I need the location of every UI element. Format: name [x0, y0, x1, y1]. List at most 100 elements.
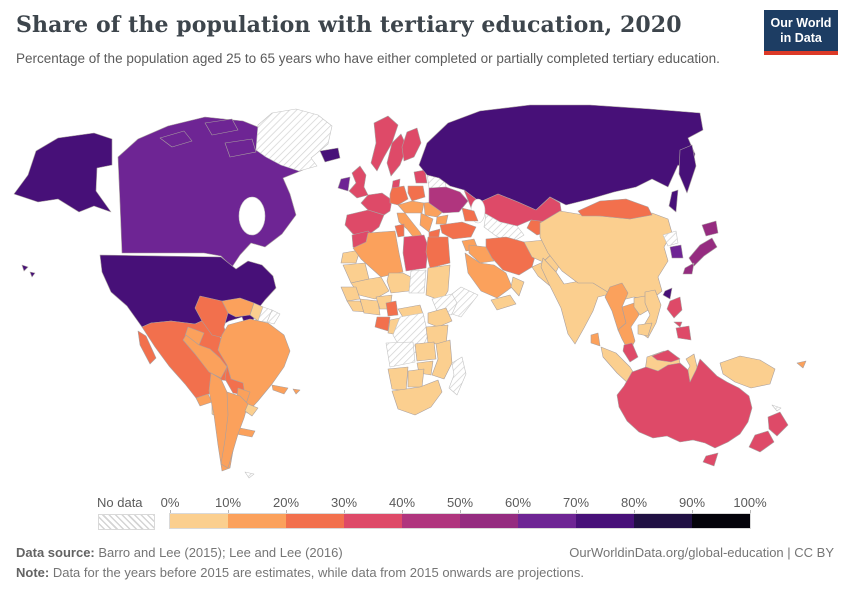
country-malaysia-borneo[interactable]: [651, 349, 681, 363]
country-russia-sakhalin[interactable]: [668, 189, 679, 213]
legend-swatch-80-90[interactable]: [634, 514, 692, 528]
data-source-text: Barro and Lee (2015); Lee and Lee (2016): [94, 545, 343, 560]
owid-logo-line1: Our World: [770, 16, 832, 30]
country-hispaniola[interactable]: [271, 384, 289, 395]
legend-swatch-60-70[interactable]: [518, 514, 576, 528]
country-sri-lanka[interactable]: [590, 332, 601, 347]
country-libya[interactable]: [402, 234, 429, 272]
country-australia[interactable]: [616, 358, 753, 449]
data-source-line: Data source: Barro and Lee (2015); Lee a…: [16, 545, 576, 560]
map-legend: No data 0% 10% 20% 30% 40% 50% 60% 70% 8…: [0, 493, 850, 535]
country-north-korea[interactable]: [662, 230, 679, 247]
country-greenland[interactable]: [255, 108, 333, 172]
country-ukraine[interactable]: [428, 186, 469, 214]
country-cameroon[interactable]: [385, 300, 399, 317]
legend-swatch-20-30[interactable]: [286, 514, 344, 528]
legend-swatch-10-20[interactable]: [228, 514, 286, 528]
no-data-label: No data: [97, 495, 143, 510]
legend-swatch-30-40[interactable]: [344, 514, 402, 528]
country-spain-portugal[interactable]: [344, 209, 385, 237]
legend-tickmark: [286, 510, 287, 515]
country-uruguay[interactable]: [244, 403, 259, 417]
country-cote-divoire-ghana[interactable]: [359, 298, 381, 316]
country-botswana[interactable]: [407, 368, 425, 388]
country-united-kingdom[interactable]: [348, 165, 369, 199]
legend-tickmark: [750, 510, 751, 515]
country-alaska-us[interactable]: [13, 132, 113, 213]
country-ireland[interactable]: [337, 176, 351, 192]
owid-logo-line2: in Data: [780, 30, 822, 45]
legend-swatch-50-60[interactable]: [460, 514, 518, 528]
legend-tick-50: 50%: [446, 495, 474, 510]
owid-link[interactable]: OurWorldinData.org/global-education | CC…: [569, 545, 834, 560]
hudson-bay: [238, 196, 266, 236]
note-label: Note:: [16, 565, 50, 580]
country-falkland-islands[interactable]: [244, 471, 255, 479]
country-hawaii-us[interactable]: [21, 264, 36, 278]
country-germany[interactable]: [389, 185, 409, 206]
no-data-swatch[interactable]: [98, 514, 155, 530]
country-mozambique[interactable]: [431, 339, 453, 380]
country-uzbekistan-turkmenistan[interactable]: [483, 213, 525, 244]
legend-swatch-90-100[interactable]: [692, 514, 750, 528]
country-russia-kamchatka[interactable]: [678, 144, 697, 194]
country-sweden[interactable]: [386, 133, 408, 177]
country-taiwan[interactable]: [662, 287, 673, 300]
country-oman[interactable]: [510, 276, 525, 297]
country-peru[interactable]: [182, 334, 228, 379]
country-japan[interactable]: [682, 220, 719, 275]
country-mongolia[interactable]: [577, 198, 653, 220]
country-tunisia[interactable]: [394, 223, 405, 238]
legend-tickmark: [460, 510, 461, 515]
legend-swatch-70-80[interactable]: [576, 514, 634, 528]
country-chad[interactable]: [408, 269, 427, 294]
owid-logo[interactable]: Our World in Data: [764, 10, 838, 55]
country-egypt[interactable]: [425, 236, 451, 269]
country-puerto-rico[interactable]: [292, 388, 301, 395]
country-somalia[interactable]: [451, 286, 479, 318]
legend-tickmark: [692, 510, 693, 515]
legend-swatch-0-10[interactable]: [170, 514, 228, 528]
country-france[interactable]: [360, 192, 393, 216]
country-finland[interactable]: [401, 127, 422, 162]
country-angola[interactable]: [385, 341, 416, 368]
legend-tick-100: 100%: [733, 495, 767, 510]
country-new-guinea[interactable]: [719, 355, 776, 389]
legend-tickmark: [170, 510, 171, 515]
legend-tickmark: [344, 510, 345, 515]
country-new-caledonia[interactable]: [771, 404, 782, 412]
country-argentina[interactable]: [220, 391, 249, 469]
country-french-guiana[interactable]: [266, 309, 281, 325]
country-baltics[interactable]: [413, 169, 428, 184]
country-namibia[interactable]: [387, 366, 409, 392]
country-yemen[interactable]: [490, 294, 517, 311]
country-canada-arctic-islands[interactable]: [159, 118, 279, 158]
country-iceland[interactable]: [319, 147, 341, 163]
country-poland[interactable]: [407, 185, 426, 202]
country-malaysia[interactable]: [622, 342, 639, 363]
country-philippines[interactable]: [666, 296, 692, 341]
country-gabon[interactable]: [374, 316, 391, 332]
country-central-europe[interactable]: [397, 200, 425, 214]
country-caucasus[interactable]: [461, 207, 479, 222]
legend-tickmark: [228, 510, 229, 515]
country-uganda-kenya[interactable]: [427, 307, 453, 328]
country-fiji[interactable]: [796, 360, 807, 369]
country-niger[interactable]: [386, 272, 412, 294]
legend-tick-70: 70%: [562, 495, 590, 510]
country-south-africa[interactable]: [391, 379, 443, 416]
country-cambodia[interactable]: [637, 322, 653, 337]
country-new-zealand[interactable]: [748, 411, 789, 453]
country-madagascar[interactable]: [448, 356, 467, 396]
country-south-korea[interactable]: [669, 244, 684, 259]
country-western-sahara[interactable]: [340, 249, 361, 264]
country-iran[interactable]: [485, 236, 537, 276]
legend-tick-40: 40%: [388, 495, 416, 510]
country-norway[interactable]: [370, 115, 399, 172]
country-tasmania[interactable]: [702, 452, 719, 467]
country-zambia[interactable]: [414, 341, 437, 362]
country-turkey[interactable]: [439, 221, 477, 240]
legend-swatch-40-50[interactable]: [402, 514, 460, 528]
country-mali[interactable]: [350, 276, 390, 300]
country-iraq[interactable]: [468, 244, 495, 264]
